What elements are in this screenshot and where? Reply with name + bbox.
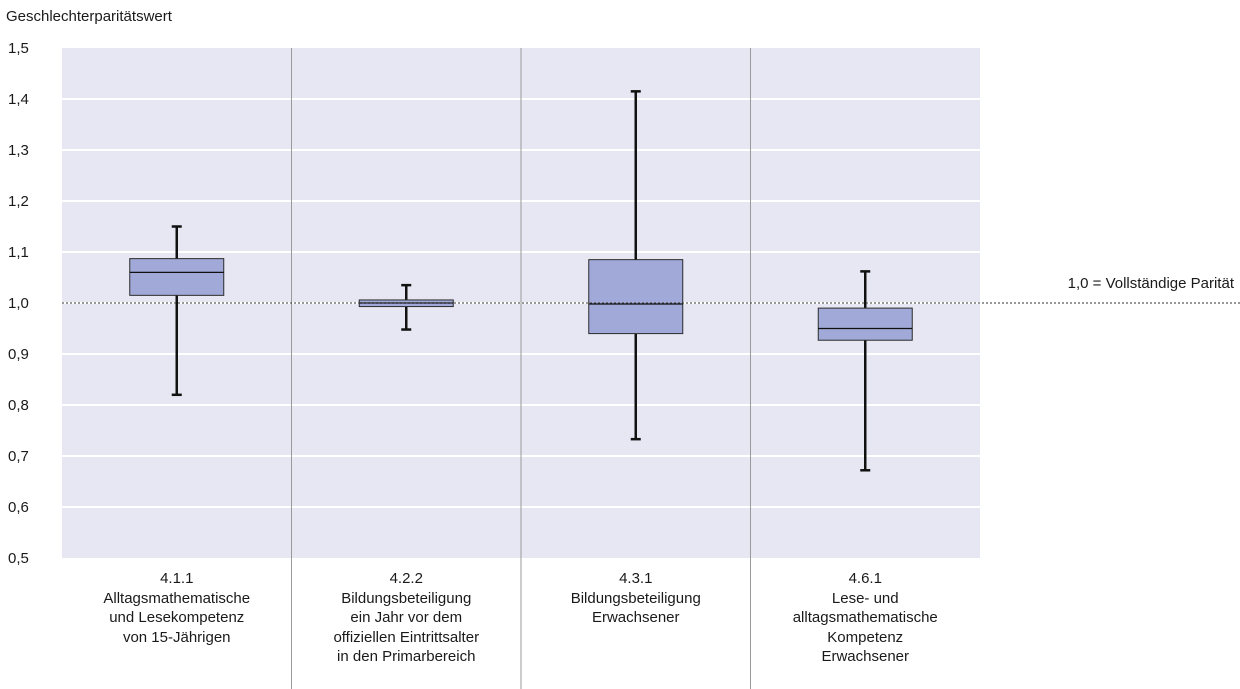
category-label-line: von 15-Jährigen bbox=[122, 628, 231, 646]
y-tick-label: 1,5 bbox=[8, 40, 29, 57]
y-tick-label: 0,9 bbox=[8, 346, 29, 363]
y-tick-label: 1,3 bbox=[8, 142, 29, 159]
category-label-line: Bildungsbeteiligung bbox=[341, 589, 472, 607]
y-tick-label: 0,6 bbox=[8, 499, 29, 516]
category-label-line: Bildungsbeteiligung bbox=[570, 589, 701, 607]
x-category-label: 4.2.2 Bildungsbeteiligung ein Jahr vor dem… bbox=[291, 569, 521, 667]
y-tick-label: 1,1 bbox=[8, 244, 29, 261]
category-label-line: ein Jahr vor dem bbox=[350, 609, 463, 626]
category-label-line: Erwachsener bbox=[591, 609, 680, 626]
y-tick-label: 1,2 bbox=[8, 193, 29, 210]
category-label-line: Alltagsmathematische bbox=[103, 589, 251, 607]
category-label-line: alltagsmathematische bbox=[792, 609, 938, 626]
y-tick-label: 0,5 bbox=[8, 550, 29, 567]
category-code: 4.2.2 bbox=[389, 570, 423, 587]
category-label-line: offiziellen Eintrittsalter bbox=[333, 628, 480, 646]
y-tick-label: 1,4 bbox=[8, 91, 29, 108]
x-category-label: 4.1.1 Alltagsmathematische und Lesekompete… bbox=[62, 569, 292, 647]
y-tick-label: 0,7 bbox=[8, 448, 29, 465]
box-iqr bbox=[817, 307, 913, 341]
x-category-label: 4.3.1 Bildungsbeteiligung Erwachsener bbox=[521, 569, 751, 628]
category-code: 4.6.1 bbox=[848, 570, 882, 587]
y-tick-label: 0,8 bbox=[8, 397, 29, 414]
box-iqr bbox=[129, 258, 225, 296]
category-label-line: Erwachsener bbox=[821, 648, 910, 665]
reference-line-label: 1,0 = Vollständige Parität bbox=[1067, 275, 1234, 292]
category-label-line: Lese- und bbox=[831, 589, 899, 607]
category-label-line: und Lesekompetenz bbox=[109, 609, 245, 626]
box-iqr bbox=[588, 259, 684, 335]
category-label-line: Kompetenz bbox=[827, 628, 904, 646]
category-code: 4.1.1 bbox=[160, 570, 194, 587]
x-category-label: 4.6.1 Lese- und alltagsmathematische Kompet… bbox=[750, 569, 980, 667]
y-axis-title: Geschlechterparitätswert bbox=[6, 8, 172, 25]
category-label-line: in den Primarbereich bbox=[337, 648, 476, 665]
y-tick-label: 1,0 bbox=[8, 295, 29, 312]
category-code: 4.3.1 bbox=[619, 570, 653, 587]
